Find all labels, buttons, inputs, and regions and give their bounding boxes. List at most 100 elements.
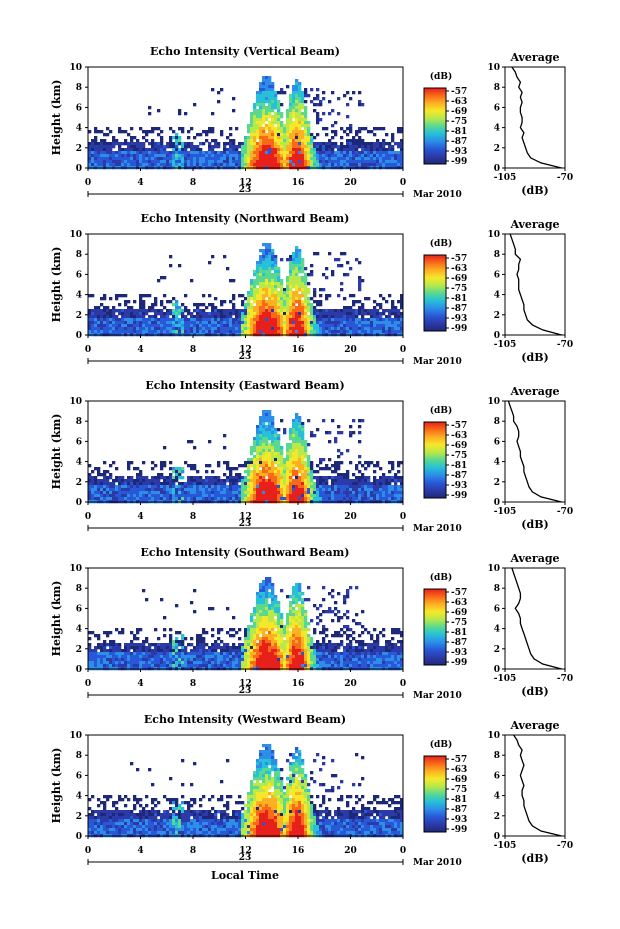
echo-cell: [322, 91, 326, 95]
echo-cell: [136, 145, 140, 149]
echo-cell: [163, 315, 167, 319]
echo-cell: [373, 497, 377, 501]
echo-cell: [142, 461, 146, 465]
echo-cell: [301, 282, 305, 286]
echo-cell: [289, 312, 293, 316]
echo-cell: [367, 151, 371, 155]
echo-cell: [292, 255, 296, 259]
echo-cell: [250, 476, 254, 480]
average-y-tick-label: 0: [494, 498, 500, 508]
x-tick-label: 20: [344, 178, 357, 188]
echo-cell: [274, 306, 278, 310]
echo-cell: [256, 103, 260, 107]
echo-cell: [250, 640, 254, 644]
echo-cell: [259, 589, 263, 593]
echo-cell: [280, 321, 284, 325]
echo-cell: [256, 604, 260, 608]
colorbar-tick-label: -57: [451, 87, 467, 97]
echo-cell: [394, 318, 398, 322]
echo-cell: [268, 103, 272, 107]
echo-cell: [289, 476, 293, 480]
echo-cell: [295, 252, 299, 256]
echo-cell: [325, 324, 329, 328]
echo-cell: [271, 300, 275, 304]
echo-cell: [343, 273, 347, 277]
echo-cell: [163, 494, 167, 498]
echo-cell: [211, 157, 215, 161]
echo-cell: [115, 324, 119, 328]
echo-cell: [358, 488, 362, 492]
echo-cell: [253, 467, 257, 471]
echo-cell: [181, 497, 185, 501]
echo-cell: [352, 312, 356, 316]
echo-cell: [232, 616, 236, 620]
echo-cell: [235, 157, 239, 161]
echo-cell: [277, 148, 281, 152]
echo-cell: [304, 133, 308, 137]
echo-cell: [280, 467, 284, 471]
x-tick-label: 0: [85, 345, 91, 355]
echo-cell: [340, 482, 344, 486]
echo-cell: [142, 643, 146, 647]
echo-cell: [271, 628, 275, 632]
echo-cell: [295, 160, 299, 164]
echo-cell: [295, 413, 299, 417]
echo-cell: [187, 330, 191, 334]
echo-cell: [172, 467, 176, 471]
echo-cell: [292, 595, 296, 599]
echo-cell: [385, 133, 389, 137]
echo-cell: [268, 470, 272, 474]
echo-cell: [97, 145, 101, 149]
echo-cell: [268, 258, 272, 262]
echo-cell: [121, 315, 125, 319]
echo-cell: [292, 601, 296, 605]
echo-cell: [118, 151, 122, 155]
echo-cell: [136, 139, 140, 143]
echo-cell: [277, 494, 281, 498]
panel-title: Echo Intensity (Eastward Beam): [145, 379, 344, 392]
echo-cell: [349, 586, 353, 590]
echo-cell: [118, 145, 122, 149]
echo-cell: [301, 261, 305, 265]
echo-cell: [172, 479, 176, 483]
echo-cell: [265, 610, 269, 614]
echo-cell: [148, 148, 152, 152]
echo-cell: [259, 297, 263, 301]
x-tick-label: 8: [190, 512, 196, 522]
echo-cell: [106, 148, 110, 152]
echo-cell: [262, 431, 266, 435]
echo-cell: [283, 458, 287, 462]
echo-cell: [244, 494, 248, 498]
echo-cell: [187, 485, 191, 489]
echo-cell: [298, 109, 302, 113]
echo-cell: [319, 479, 323, 483]
echo-cell: [310, 157, 314, 161]
echo-cell: [295, 106, 299, 110]
echo-cell: [307, 470, 311, 474]
echo-cell: [265, 458, 269, 462]
echo-cell: [181, 130, 185, 134]
echo-cell: [142, 482, 146, 486]
echo-cell: [268, 455, 272, 459]
echo-cell: [277, 103, 281, 107]
echo-cell: [385, 485, 389, 489]
echo-cell: [178, 327, 182, 331]
echo-cell: [271, 419, 275, 423]
echo-cell: [289, 148, 293, 152]
echo-cell: [130, 330, 134, 334]
echo-cell: [250, 446, 254, 450]
echo-cell: [220, 309, 224, 313]
echo-cell: [259, 619, 263, 623]
echo-cell: [112, 157, 116, 161]
echo-cell: [340, 497, 344, 501]
echo-cell: [133, 482, 137, 486]
colorbar-tick-label: -69: [451, 274, 467, 284]
echo-cell: [235, 160, 239, 164]
echo-cell: [235, 330, 239, 334]
echo-cell: [169, 327, 173, 331]
echo-cell: [286, 303, 290, 307]
echo-cell: [256, 91, 260, 95]
echo-cell: [256, 613, 260, 617]
echo-cell: [94, 136, 98, 140]
echo-cell: [334, 258, 338, 262]
